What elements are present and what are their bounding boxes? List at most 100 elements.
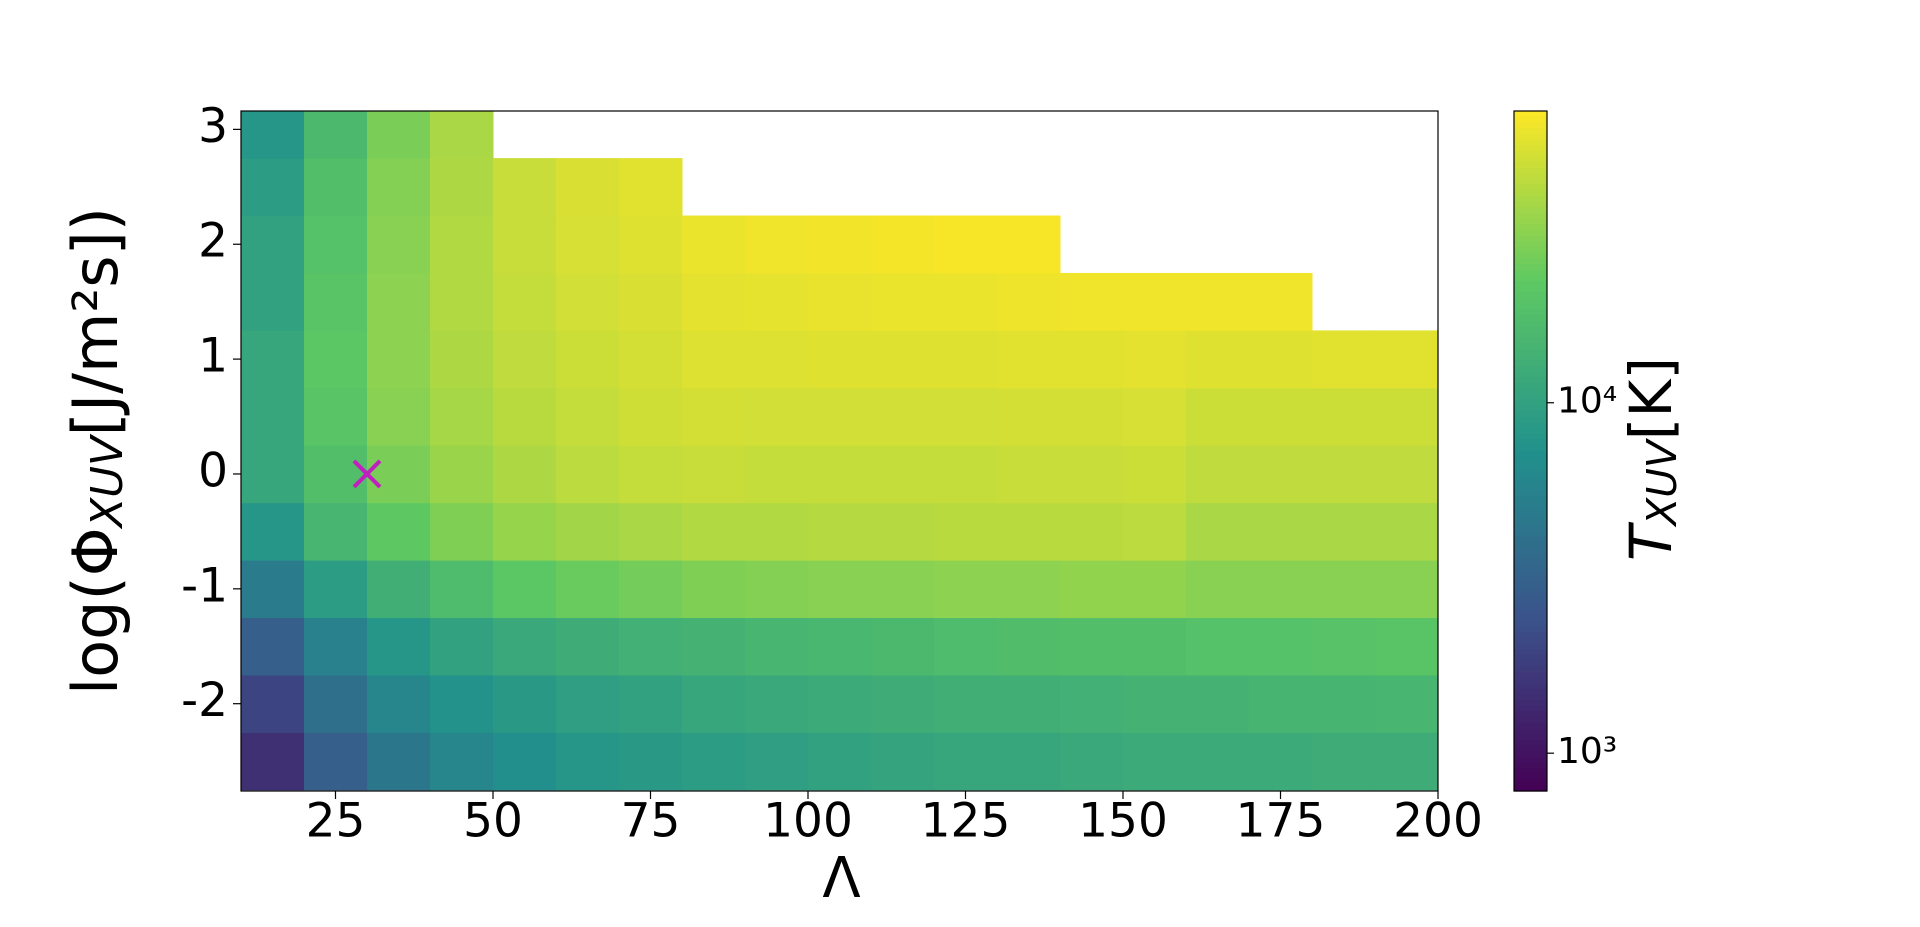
heat-cell [871,617,935,676]
heat-cell [619,674,683,733]
heat-cell [304,387,368,446]
heat-cell [1060,387,1124,446]
x-tick-label: 150 [1078,794,1168,849]
colorbar-swatch [1514,609,1547,616]
heat-cell [1312,732,1376,791]
heat-cell [745,617,809,676]
heat-cell [304,445,368,504]
colorbar-swatch [1514,116,1547,123]
colorbar-swatch [1514,485,1547,492]
y-tick-label: -1 [181,558,228,613]
colorbar-swatch [1514,439,1547,446]
heat-cell [304,502,368,561]
colorbar-swatch [1514,133,1547,140]
colorbar-label-rest: [K] [1617,357,1685,440]
colorbar-swatch [1514,388,1547,395]
colorbar-swatch [1514,190,1547,197]
colorbar-swatch [1514,683,1547,690]
heat-cell [934,215,998,274]
heat-cell [1186,272,1250,331]
y-tick-label: 1 [198,329,228,384]
heat-cell [430,617,494,676]
heat-cell [808,674,872,733]
colorbar-swatch [1514,689,1547,696]
heat-cell [367,272,431,331]
colorbar-swatch [1514,343,1547,350]
y-axis-label: log(ΦXUV[J/m²s]) [59,207,133,695]
x-tick-label: 25 [306,794,366,849]
heat-cell [556,387,620,446]
heat-cell [1186,330,1250,389]
heat-cell [619,617,683,676]
colorbar-swatch [1514,541,1547,548]
colorbar-swatch [1514,196,1547,203]
colorbar-swatch [1514,303,1547,310]
heat-cell [1186,502,1250,561]
heat-cell [241,272,305,331]
colorbar-swatch [1514,592,1547,599]
heat-cell [682,445,746,504]
heat-cell [430,158,494,217]
heat-cell [493,445,557,504]
heat-cell [556,272,620,331]
x-tick-label: 50 [463,794,523,849]
colorbar-swatch [1514,224,1547,231]
heat-cell [241,445,305,504]
heat-cell [1249,617,1313,676]
heat-cell [619,502,683,561]
colorbar-label-sub: XUV [1638,437,1686,527]
colorbar-label: TXUV[K] [1617,357,1686,561]
x-tick-label: 100 [763,794,853,849]
colorbar-swatch [1514,360,1547,367]
y-axis-label-sub: XUV [83,433,133,529]
heat-cell [493,387,557,446]
colorbar-swatch [1514,621,1547,628]
heat-cell [619,560,683,619]
heat-cell [871,445,935,504]
colorbar-swatch [1514,213,1547,220]
heat-cell [1249,674,1313,733]
heat-cell [241,674,305,733]
heat-cell [1249,272,1313,331]
heat-cell [871,502,935,561]
heat-cell [934,330,998,389]
heat-cell [1375,674,1438,733]
colorbar-swatch [1514,762,1547,769]
x-tick-label: 75 [621,794,681,849]
heat-cell [367,732,431,791]
heat-cell [556,617,620,676]
heat-cell [808,732,872,791]
colorbar-swatch [1514,728,1547,735]
heat-cell [1186,674,1250,733]
y-tick-label: 2 [198,214,228,269]
colorbar-swatch [1514,128,1547,135]
heat-cell [1312,502,1376,561]
colorbar-swatch [1514,269,1547,276]
heat-cell [367,158,431,217]
colorbar-swatch [1514,519,1547,526]
heat-cell [304,674,368,733]
heat-cell [808,617,872,676]
heat-cell [745,445,809,504]
heat-cell [682,674,746,733]
colorbar-swatch [1514,156,1547,163]
heat-cell [871,674,935,733]
heat-cell [241,330,305,389]
heat-cell [304,330,368,389]
x-axis-label: Λ [822,846,860,911]
heat-cell [493,502,557,561]
colorbar-swatch [1514,604,1547,611]
colorbar-swatch [1514,490,1547,497]
colorbar-swatch [1514,298,1547,305]
colorbar-swatch [1514,354,1547,361]
colorbar-swatch [1514,111,1547,118]
heat-cell [745,502,809,561]
heat-cell [367,617,431,676]
colorbar-swatch [1514,218,1547,225]
colorbar-swatch [1514,632,1547,639]
heat-cell [367,674,431,733]
heat-cell [997,387,1061,446]
colorbar-swatch [1514,723,1547,730]
heat-cell [493,330,557,389]
heat-cell [1312,445,1376,504]
